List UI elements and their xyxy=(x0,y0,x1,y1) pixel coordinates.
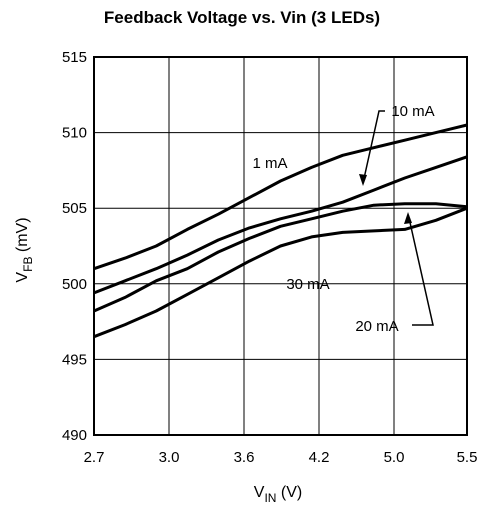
y-tick-label: 490 xyxy=(62,427,87,444)
chart-title: Feedback Voltage vs. Vin (3 LEDs) xyxy=(104,8,380,27)
x-tick-label: 5.5 xyxy=(457,449,478,466)
arrow-10ma xyxy=(359,174,367,186)
label-10ma: 10 mA xyxy=(391,103,434,120)
leader-20ma xyxy=(408,217,434,326)
y-tick-label: 515 xyxy=(62,49,87,66)
x-tick-label: 3.0 xyxy=(159,449,180,466)
y-tick-label: 495 xyxy=(62,351,87,368)
label-20ma: 20 mA xyxy=(355,318,398,335)
series-line-1 xyxy=(93,123,468,271)
x-tick-label: 5.0 xyxy=(384,449,405,466)
label-1ma: 1 mA xyxy=(252,155,287,172)
leader-10ma xyxy=(362,110,385,184)
x-tick-label: 4.2 xyxy=(309,449,330,466)
arrow-20ma xyxy=(404,212,412,224)
label-30ma: 30 mA xyxy=(286,276,329,293)
series-line-3 xyxy=(93,202,468,313)
x-axis-label: VIN (V) xyxy=(254,484,302,505)
y-axis-label: VFB (mV) xyxy=(14,217,35,282)
plot-frame xyxy=(93,56,468,436)
y-tick-label: 510 xyxy=(62,125,87,142)
x-tick-label: 3.6 xyxy=(234,449,255,466)
x-tick-label: 2.7 xyxy=(84,449,105,466)
series-line-2 xyxy=(93,155,468,295)
series-line-4 xyxy=(93,206,468,339)
y-tick-label: 505 xyxy=(62,200,87,217)
y-tick-label: 500 xyxy=(62,276,87,293)
